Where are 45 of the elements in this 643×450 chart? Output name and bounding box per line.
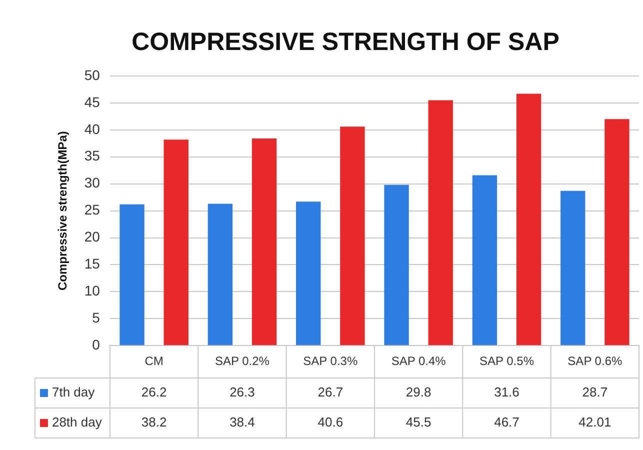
bar: [340, 126, 365, 346]
bar: [384, 184, 409, 346]
bar: [208, 204, 233, 346]
data-label: 26.3: [230, 384, 255, 400]
y-tick-label: 15: [84, 256, 100, 272]
x-tick-label: SAP 0.3%: [303, 354, 358, 368]
data-label: 29.8: [406, 384, 432, 400]
y-tick-label: 30: [84, 174, 100, 191]
data-label: 40.6: [318, 414, 344, 430]
x-tick-label: SAP 0.2%: [214, 354, 270, 368]
data-label: 26.7: [318, 384, 344, 400]
x-tick-label: SAP 0.5%: [480, 354, 534, 368]
data-label: 46.7: [494, 414, 520, 430]
x-tick-label: CM: [144, 354, 164, 368]
legend-label: 28th day: [52, 414, 102, 430]
bar: [516, 94, 542, 346]
y-tick-label: 20: [84, 228, 100, 245]
data-label: 31.6: [494, 384, 520, 400]
bar: [296, 202, 321, 346]
x-tick-label: SAP 0.4%: [391, 354, 446, 368]
bar: [120, 204, 144, 346]
bar: [428, 100, 453, 346]
data-label: 28.7: [582, 384, 608, 400]
data-label: 42.01: [578, 414, 612, 430]
bar: [164, 140, 188, 346]
data-label: 26.2: [141, 384, 167, 400]
legend-label: 7th day: [52, 384, 96, 400]
y-tick-label: 45: [84, 94, 100, 110]
y-tick-label: 35: [84, 148, 100, 164]
y-tick-label: 0: [92, 336, 100, 352]
data-label: 45.5: [406, 414, 432, 430]
y-axis-title: Compressive strength(MPa): [56, 131, 70, 290]
data-label: 38.4: [230, 414, 255, 430]
y-tick-label: 50: [84, 66, 100, 83]
bar: [560, 190, 586, 346]
y-tick-label: 25: [84, 202, 100, 218]
data-label: 38.2: [141, 414, 167, 430]
y-tick-label: 40: [84, 120, 100, 137]
y-tick-label: 5: [92, 310, 100, 326]
bar: [252, 138, 277, 346]
bar: [604, 119, 630, 346]
x-tick-label: SAP 0.6%: [568, 354, 622, 368]
chart-title: COMPRESSIVE STRENGTH OF SAP: [132, 28, 560, 56]
y-tick-label: 10: [84, 282, 100, 299]
bar: [472, 175, 498, 346]
